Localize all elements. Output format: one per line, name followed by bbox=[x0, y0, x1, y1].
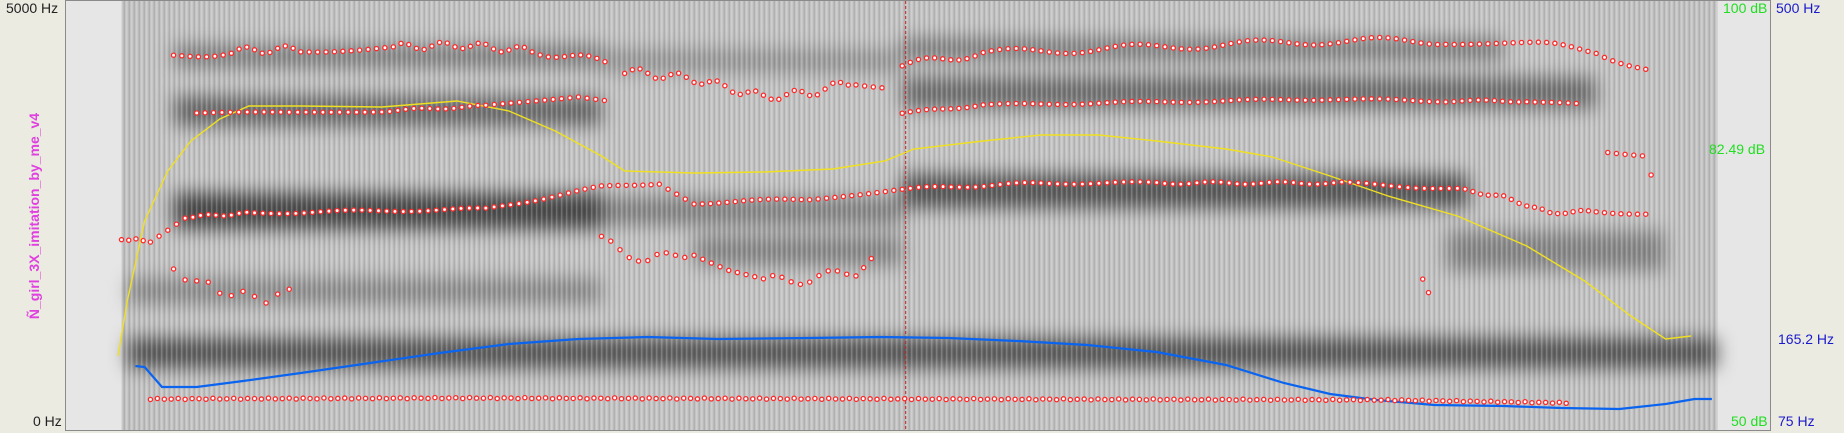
spectrogram-panel[interactable] bbox=[65, 0, 1771, 431]
freq-axis-bottom-label: 0 Hz bbox=[33, 413, 62, 429]
pitch-curve bbox=[135, 335, 1712, 411]
intensity-axis-top-label: 100 dB bbox=[1723, 0, 1768, 16]
formant-tracks bbox=[118, 34, 1654, 407]
freq-axis-top-label: 5000 Hz bbox=[6, 0, 59, 16]
pitch-axis-bottom-label: 75 Hz bbox=[1778, 413, 1815, 429]
spectrogram-striation bbox=[121, 1, 1718, 430]
spectrogram-plot bbox=[66, 1, 1770, 430]
intensity-axis-middle-label: 82.49 dB bbox=[1709, 141, 1766, 157]
intensity-axis-bottom-label: 50 dB bbox=[1731, 413, 1768, 429]
pitch-axis-middle-label: 165.2 Hz bbox=[1778, 331, 1835, 347]
pitch-axis-top-label: 500 Hz bbox=[1776, 0, 1821, 16]
sound-name-label: Ñ_girl_3X_imitation_by_me_v4 bbox=[26, 112, 42, 320]
